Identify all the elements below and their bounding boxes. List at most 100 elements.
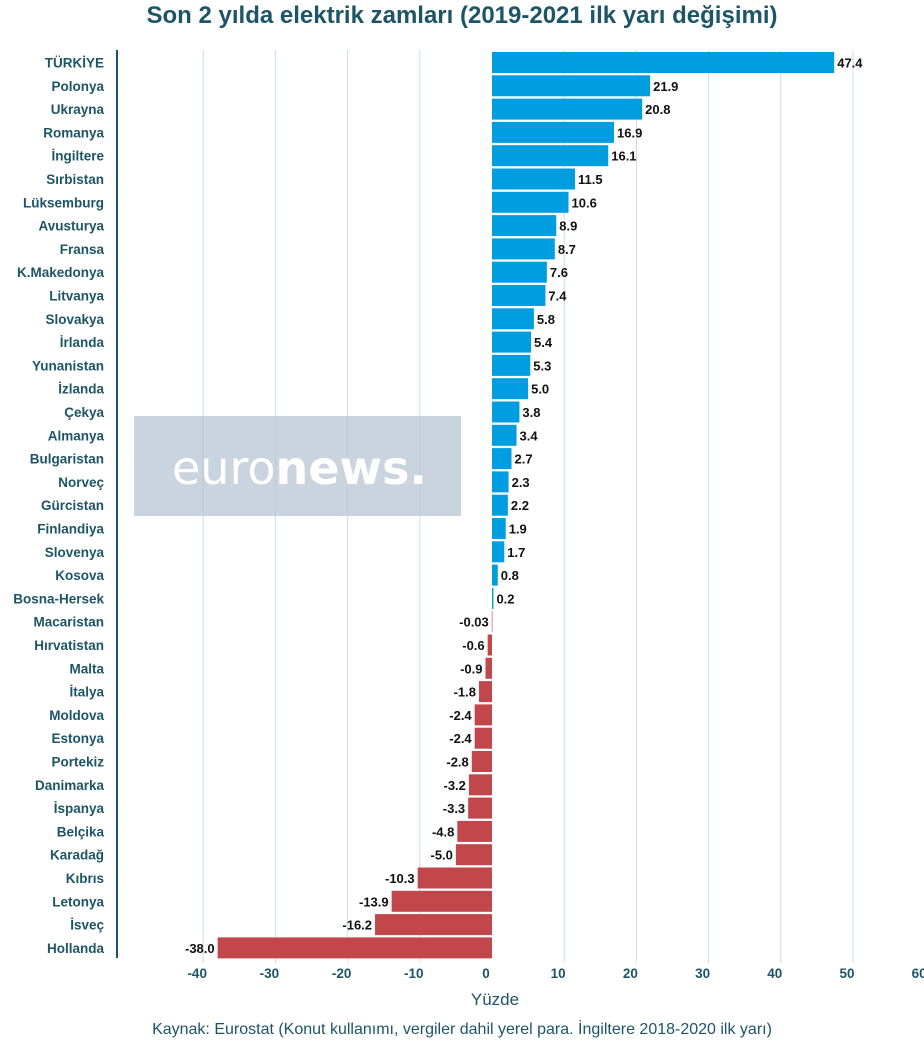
bar: [492, 308, 534, 330]
bar: [492, 471, 509, 493]
category-label: İtalya: [69, 685, 104, 700]
category-label: Danimarka: [35, 778, 105, 793]
bar: [492, 331, 531, 353]
value-label: 5.0: [531, 382, 549, 397]
bar: [492, 494, 508, 516]
x-tick-label: -10: [404, 966, 424, 981]
value-label: -13.9: [359, 894, 389, 909]
bar: [375, 914, 492, 936]
category-label: Macaristan: [33, 615, 104, 630]
value-label: 1.9: [509, 522, 527, 537]
bar: [457, 820, 492, 842]
x-tick-label: -40: [187, 966, 207, 981]
category-label: Slovakya: [45, 312, 104, 327]
value-label: 21.9: [653, 79, 678, 94]
x-tick-label: 50: [839, 966, 854, 981]
value-label: 5.4: [534, 335, 553, 350]
bar: [492, 401, 520, 423]
category-label: Polonya: [51, 79, 104, 94]
category-label: Lüksemburg: [23, 195, 104, 210]
category-label: Bosna-Hersek: [13, 591, 104, 606]
chart-title: Son 2 yılda elektrik zamları (2019-2021 …: [146, 2, 778, 29]
category-label: Almanya: [48, 428, 105, 443]
value-label: -2.8: [446, 755, 468, 770]
bar: [492, 354, 531, 376]
x-tick-label: 60: [912, 966, 924, 981]
bar: [492, 238, 555, 260]
bar: [492, 215, 557, 237]
value-label: -5.0: [430, 848, 452, 863]
bar: [492, 261, 547, 283]
value-label: 11.5: [578, 172, 603, 187]
category-label: Slovenya: [45, 545, 105, 560]
bar: [492, 145, 609, 167]
category-label: Ukrayna: [51, 102, 105, 117]
category-label: Hollanda: [47, 941, 104, 956]
value-label: -38.0: [185, 941, 215, 956]
bar: [492, 518, 506, 539]
bar: [474, 727, 492, 749]
category-label: Avusturya: [38, 219, 104, 234]
bar: [492, 587, 494, 609]
x-axis-title: Yüzde: [470, 990, 520, 1009]
value-label: 2.3: [512, 475, 530, 490]
bar: [468, 774, 492, 796]
bar: [492, 448, 512, 470]
bar: [492, 52, 835, 73]
bar: [492, 285, 546, 306]
category-label: TÜRKİYE: [45, 56, 104, 71]
value-label: 3.4: [520, 428, 539, 443]
bar: [417, 867, 492, 889]
value-label: -10.3: [385, 871, 415, 886]
value-label: -2.4: [449, 731, 472, 746]
value-label: 20.8: [645, 102, 670, 117]
category-label: İngiltere: [51, 149, 104, 164]
bar: [492, 191, 569, 213]
x-tick-label: 30: [695, 966, 710, 981]
x-tick-label: 0: [482, 966, 490, 981]
value-label: 16.9: [617, 125, 642, 140]
value-label: -1.8: [454, 685, 476, 700]
value-label: 10.6: [572, 195, 597, 210]
value-label: 16.1: [611, 149, 636, 164]
value-label: 47.4: [837, 56, 863, 71]
bar: [391, 890, 492, 912]
value-label: -0.03: [459, 615, 489, 630]
category-label: Sırbistan: [46, 172, 104, 187]
value-label: -4.8: [432, 824, 454, 839]
category-labels: TÜRKİYE Polonya Ukrayna Romanya İngiltere Sır…: [13, 56, 104, 956]
category-label: Yunanistan: [32, 358, 104, 373]
bar: [474, 704, 492, 726]
value-label: 2.7: [514, 452, 532, 467]
category-label: İzlanda: [58, 382, 104, 397]
value-label: 8.9: [559, 219, 577, 234]
euronews-watermark: euronews.: [134, 416, 461, 516]
category-label: Hırvatistan: [34, 638, 104, 653]
bar: [492, 168, 576, 190]
category-label: Portekiz: [51, 755, 104, 770]
category-label: Kıbrıs: [66, 871, 104, 886]
value-label: 5.3: [533, 358, 551, 373]
bar: [492, 98, 643, 120]
category-label: Moldova: [49, 708, 104, 723]
value-label: 1.7: [507, 545, 525, 560]
watermark-box: [134, 416, 461, 516]
bar: [491, 611, 493, 633]
category-label: Norveç: [58, 475, 104, 490]
value-label: -0.9: [460, 661, 482, 676]
bar: [492, 541, 505, 563]
value-label: 2.2: [511, 498, 529, 513]
value-label: 0.8: [501, 568, 519, 583]
bar: [468, 797, 492, 819]
bar: [492, 424, 517, 446]
category-label: Litvanya: [49, 289, 104, 304]
bar: [492, 75, 651, 97]
bar: [487, 634, 492, 656]
x-tick-label: 40: [767, 966, 782, 981]
category-label: Gürcistan: [41, 498, 104, 513]
value-labels: 47.4 21.9 20.816.9 16.1 11.5 10.6 8.9 8.7 7.6 7.4…: [185, 56, 863, 956]
bar: [492, 121, 615, 143]
bar: [455, 844, 492, 866]
value-label: -3.3: [443, 801, 465, 816]
